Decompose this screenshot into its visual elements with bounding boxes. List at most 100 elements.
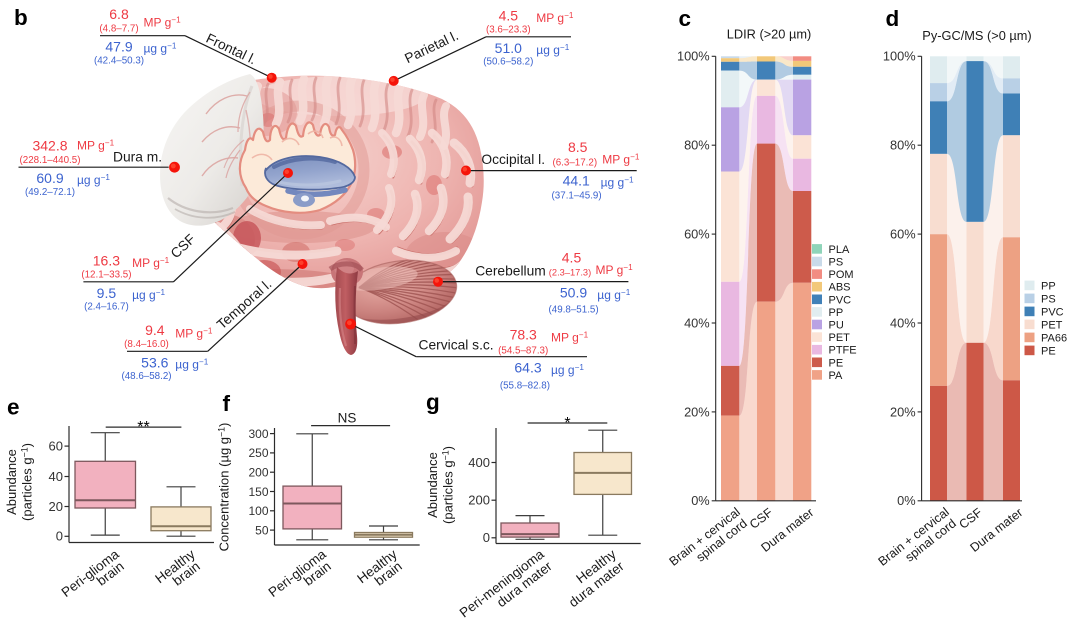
svg-text:µg g−1: µg g−1 <box>175 357 208 371</box>
svg-text:Parietal l.: Parietal l. <box>402 28 460 66</box>
svg-text:Py-GC/MS (>0 µm): Py-GC/MS (>0 µm) <box>922 28 1031 43</box>
svg-text:200: 200 <box>468 493 490 508</box>
svg-text:Dura m.: Dura m. <box>113 149 162 164</box>
svg-text:µg g−1: µg g−1 <box>536 43 569 57</box>
svg-text:PS: PS <box>829 257 844 269</box>
svg-text:Cerebellum: Cerebellum <box>475 263 546 278</box>
svg-text:(8.4–16.0): (8.4–16.0) <box>124 339 169 350</box>
svg-text:c: c <box>679 6 692 31</box>
svg-text:PU: PU <box>829 320 844 332</box>
svg-text:(12.1–33.5): (12.1–33.5) <box>81 270 131 281</box>
svg-text:PLA: PLA <box>829 244 850 256</box>
svg-text:6.8: 6.8 <box>109 6 129 22</box>
svg-text:Occipital l.: Occipital l. <box>481 152 545 167</box>
svg-text:µg g−1: µg g−1 <box>77 173 110 187</box>
svg-text:20: 20 <box>49 499 63 514</box>
svg-text:40%: 40% <box>684 315 710 330</box>
svg-text:MP g−1: MP g−1 <box>551 330 589 344</box>
svg-text:80%: 80% <box>684 138 710 153</box>
svg-text:MP g−1: MP g−1 <box>596 263 634 277</box>
svg-text:MP g−1: MP g−1 <box>536 11 574 25</box>
svg-text:MP g−1: MP g−1 <box>175 327 213 341</box>
svg-text:(37.1–45.9): (37.1–45.9) <box>552 191 602 202</box>
svg-text:50: 50 <box>255 523 269 537</box>
svg-text:(228.1–440.5): (228.1–440.5) <box>19 155 80 166</box>
svg-text:NS: NS <box>338 411 357 426</box>
svg-text:PP: PP <box>1041 280 1056 292</box>
svg-text:PA: PA <box>829 370 844 382</box>
svg-text:60%: 60% <box>890 227 916 242</box>
svg-text:4.5: 4.5 <box>562 250 582 266</box>
svg-text:(particles g−1): (particles g−1) <box>20 443 35 521</box>
svg-text:64.3: 64.3 <box>514 360 541 376</box>
svg-text:µg g−1: µg g−1 <box>601 176 634 190</box>
svg-text:9.5: 9.5 <box>97 285 117 301</box>
svg-text:80%: 80% <box>890 138 916 153</box>
svg-text:Abundance: Abundance <box>425 452 440 518</box>
svg-text:Concentration (µg g−1): Concentration (µg g−1) <box>217 423 232 552</box>
svg-text:PP: PP <box>829 307 844 319</box>
svg-text:PE: PE <box>829 357 844 369</box>
svg-text:60.9: 60.9 <box>36 170 63 186</box>
svg-text:150: 150 <box>248 485 268 499</box>
svg-text:(42.4–50.3): (42.4–50.3) <box>94 56 144 67</box>
svg-text:PTFE: PTFE <box>829 345 857 357</box>
svg-text:(50.6–58.2): (50.6–58.2) <box>483 57 533 68</box>
svg-text:PE: PE <box>1041 345 1056 357</box>
svg-text:8.5: 8.5 <box>568 139 588 155</box>
svg-text:*: * <box>564 415 570 432</box>
svg-text:µg g−1: µg g−1 <box>551 363 584 377</box>
svg-text:(49.8–51.5): (49.8–51.5) <box>549 305 599 316</box>
svg-text:(49.2–72.1): (49.2–72.1) <box>25 187 75 198</box>
svg-text:µg g−1: µg g−1 <box>597 288 630 302</box>
svg-text:250: 250 <box>248 446 268 460</box>
svg-text:(4.8–7.7): (4.8–7.7) <box>99 24 138 35</box>
svg-text:g: g <box>426 390 440 415</box>
svg-text:POM: POM <box>829 269 854 281</box>
svg-text:CSF: CSF <box>747 505 776 532</box>
svg-text:PET: PET <box>829 332 851 344</box>
svg-text:Temporal l.: Temporal l. <box>214 276 274 332</box>
svg-text:342.8: 342.8 <box>32 138 67 154</box>
svg-text:40: 40 <box>49 469 63 484</box>
svg-text:PVC: PVC <box>829 294 852 306</box>
svg-text:(54.5–87.3): (54.5–87.3) <box>498 345 548 356</box>
svg-text:MP g−1: MP g−1 <box>602 153 640 167</box>
svg-text:0: 0 <box>483 530 490 545</box>
svg-text:0%: 0% <box>897 493 916 508</box>
svg-text:(6.3–17.2): (6.3–17.2) <box>552 158 597 169</box>
svg-text:0: 0 <box>56 529 63 544</box>
svg-text:50.9: 50.9 <box>560 285 587 301</box>
svg-text:(2.3–17.3): (2.3–17.3) <box>549 268 591 278</box>
svg-text:47.9: 47.9 <box>105 39 132 55</box>
svg-text:60%: 60% <box>684 227 710 242</box>
svg-text:100%: 100% <box>883 49 916 64</box>
svg-text:LDIR (>20 µm): LDIR (>20 µm) <box>727 27 812 42</box>
svg-text:100: 100 <box>248 504 268 518</box>
svg-text:CSF: CSF <box>957 505 986 532</box>
svg-text:MP g−1: MP g−1 <box>132 256 170 270</box>
svg-text:ABS: ABS <box>829 282 851 294</box>
svg-text:PA66: PA66 <box>1041 332 1067 344</box>
svg-text:PS: PS <box>1041 293 1056 305</box>
svg-text:PET: PET <box>1041 319 1063 331</box>
svg-text:(particles g−1): (particles g−1) <box>441 446 456 524</box>
svg-text:(3.6–23.3): (3.6–23.3) <box>486 25 531 36</box>
svg-text:d: d <box>886 6 900 31</box>
svg-text:(55.8–82.8): (55.8–82.8) <box>500 381 550 392</box>
svg-text:Cervical s.c.: Cervical s.c. <box>419 337 494 352</box>
svg-text:CSF: CSF <box>168 231 198 261</box>
svg-text:44.1: 44.1 <box>563 172 590 188</box>
svg-text:16.3: 16.3 <box>93 252 120 268</box>
svg-text:300: 300 <box>248 427 268 441</box>
svg-text:**: ** <box>137 419 149 436</box>
svg-text:40%: 40% <box>890 315 916 330</box>
svg-text:(48.6–58.2): (48.6–58.2) <box>121 371 171 382</box>
svg-text:200: 200 <box>248 466 268 480</box>
svg-text:MP g−1: MP g−1 <box>77 139 115 153</box>
svg-text:4.5: 4.5 <box>499 7 519 23</box>
svg-text:MP g−1: MP g−1 <box>144 16 182 30</box>
svg-text:51.0: 51.0 <box>495 40 522 56</box>
svg-text:µg g−1: µg g−1 <box>144 42 177 56</box>
svg-text:400: 400 <box>468 455 490 470</box>
